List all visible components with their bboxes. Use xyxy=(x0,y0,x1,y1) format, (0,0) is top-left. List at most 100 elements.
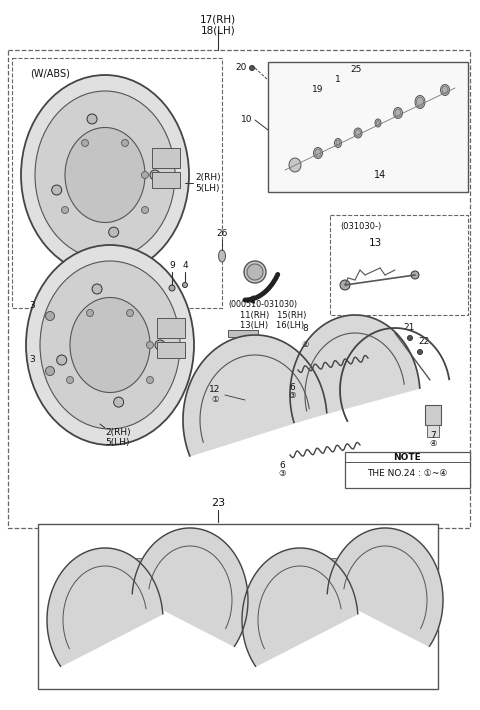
Text: 13: 13 xyxy=(368,238,382,248)
Bar xyxy=(328,558,343,568)
Polygon shape xyxy=(327,528,443,646)
Ellipse shape xyxy=(415,96,425,109)
Text: 20: 20 xyxy=(236,63,247,72)
Circle shape xyxy=(199,381,202,383)
Text: 3: 3 xyxy=(29,300,35,310)
Ellipse shape xyxy=(336,140,340,146)
Ellipse shape xyxy=(354,128,362,138)
Circle shape xyxy=(257,581,261,585)
Text: 6: 6 xyxy=(289,383,295,393)
Bar xyxy=(340,578,355,588)
Bar xyxy=(228,342,253,347)
Text: ①: ① xyxy=(211,395,219,405)
Circle shape xyxy=(92,284,102,294)
Text: 25: 25 xyxy=(350,65,362,75)
Ellipse shape xyxy=(65,128,145,222)
Text: (031030-): (031030-) xyxy=(340,222,381,231)
Ellipse shape xyxy=(35,91,175,259)
Circle shape xyxy=(92,557,96,560)
Circle shape xyxy=(265,571,269,574)
Text: 22: 22 xyxy=(418,337,429,346)
Bar xyxy=(228,330,258,337)
Bar xyxy=(427,425,439,437)
Circle shape xyxy=(332,572,336,575)
Bar xyxy=(375,368,389,380)
Circle shape xyxy=(191,425,194,428)
Text: 13(LH)   16(LH): 13(LH) 16(LH) xyxy=(240,321,304,330)
Circle shape xyxy=(312,393,316,396)
Circle shape xyxy=(87,114,97,124)
Circle shape xyxy=(408,336,412,341)
Circle shape xyxy=(228,350,230,353)
Text: 17(RH)
18(LH): 17(RH) 18(LH) xyxy=(200,14,236,36)
Circle shape xyxy=(240,345,243,349)
Text: 6: 6 xyxy=(279,461,285,469)
Bar xyxy=(145,578,159,588)
Bar xyxy=(285,395,303,409)
Ellipse shape xyxy=(247,264,263,280)
Circle shape xyxy=(146,342,154,349)
Circle shape xyxy=(81,562,84,566)
Text: 11(RH)   15(RH): 11(RH) 15(RH) xyxy=(240,311,306,320)
Circle shape xyxy=(127,310,133,317)
Polygon shape xyxy=(47,548,163,666)
Text: 2(RH)
5(LH): 2(RH) 5(LH) xyxy=(195,173,221,192)
Circle shape xyxy=(289,357,292,360)
Text: 14: 14 xyxy=(374,170,386,180)
Circle shape xyxy=(169,285,175,291)
Polygon shape xyxy=(242,548,358,666)
Circle shape xyxy=(56,640,60,643)
Text: (000510-031030): (000510-031030) xyxy=(228,300,297,309)
Circle shape xyxy=(276,562,279,566)
Ellipse shape xyxy=(218,250,226,262)
Bar xyxy=(133,558,147,568)
Text: ③: ③ xyxy=(278,469,286,478)
Circle shape xyxy=(114,397,124,407)
Circle shape xyxy=(250,65,254,70)
Ellipse shape xyxy=(375,119,381,127)
Text: 12: 12 xyxy=(209,386,221,395)
Ellipse shape xyxy=(26,245,194,445)
Ellipse shape xyxy=(244,261,266,283)
Circle shape xyxy=(142,172,148,178)
Circle shape xyxy=(127,563,131,567)
Bar xyxy=(38,524,438,689)
Bar xyxy=(330,215,468,315)
Text: 19: 19 xyxy=(312,85,324,94)
Bar xyxy=(425,405,441,425)
Circle shape xyxy=(67,376,73,383)
Ellipse shape xyxy=(70,297,150,393)
Circle shape xyxy=(249,610,252,613)
Text: 9: 9 xyxy=(169,261,175,270)
Bar xyxy=(157,318,185,338)
Ellipse shape xyxy=(21,75,189,275)
Circle shape xyxy=(108,227,119,237)
Circle shape xyxy=(150,170,160,180)
Text: 4: 4 xyxy=(182,261,188,270)
Circle shape xyxy=(150,596,154,600)
Text: 3: 3 xyxy=(29,356,35,364)
Text: (W/ABS): (W/ABS) xyxy=(30,68,70,78)
Circle shape xyxy=(307,379,310,382)
Bar xyxy=(157,342,185,358)
Ellipse shape xyxy=(313,148,323,158)
Circle shape xyxy=(251,640,255,643)
Circle shape xyxy=(82,139,88,146)
Ellipse shape xyxy=(394,107,403,119)
Circle shape xyxy=(207,368,210,371)
Text: NOTE: NOTE xyxy=(393,452,421,462)
Circle shape xyxy=(252,595,255,599)
Circle shape xyxy=(182,283,188,288)
Text: ②: ② xyxy=(301,340,309,349)
Polygon shape xyxy=(132,528,248,646)
Text: 26: 26 xyxy=(216,229,228,238)
Circle shape xyxy=(57,355,67,365)
Text: THE NO.24 : ①~④: THE NO.24 : ①~④ xyxy=(367,469,447,478)
Circle shape xyxy=(86,310,94,317)
Polygon shape xyxy=(183,335,327,456)
Circle shape xyxy=(46,312,55,320)
Circle shape xyxy=(46,366,55,376)
Bar xyxy=(268,62,468,192)
Circle shape xyxy=(340,583,343,586)
Ellipse shape xyxy=(441,84,449,96)
